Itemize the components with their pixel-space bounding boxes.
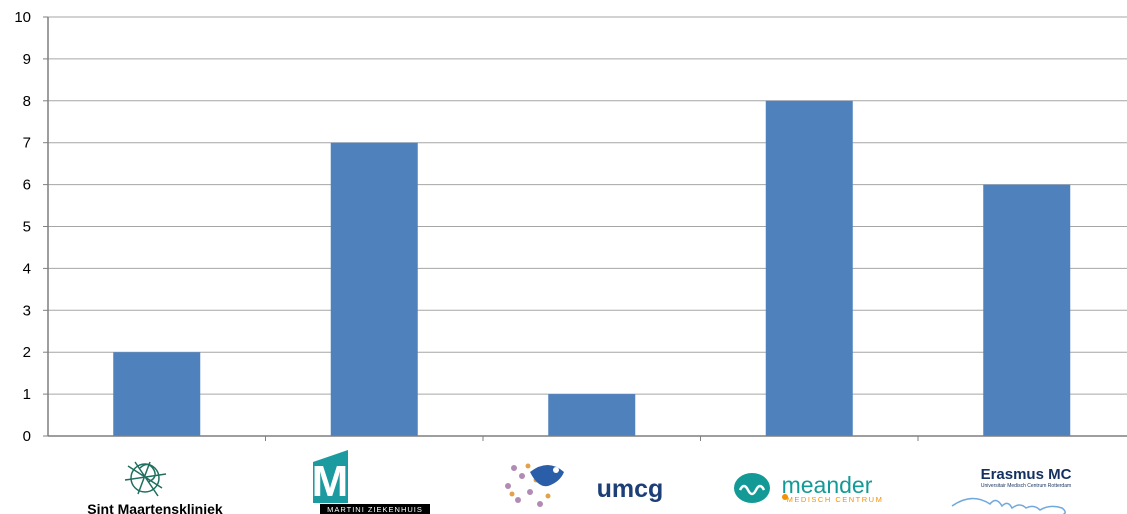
bar-erasmus-mc [983,184,1071,436]
y-axis-ticks: 0 1 2 3 4 5 6 7 8 9 10 [14,9,49,445]
erasmus-mc-logo: Erasmus MC Universitair Medisch Centrum … [951,466,1072,514]
meander-label: meander [782,472,873,498]
y-tick-label: 10 [14,9,31,26]
sint-maartenskliniek-label: Sint Maartenskliniek [87,501,223,514]
sint-maartenskliniek-logo: Sint Maartenskliniek [87,461,223,514]
bars [113,100,1071,437]
y-tick-label: 5 [23,219,31,236]
bar-sint-maartenskliniek [113,352,201,436]
y-tick-label: 1 [23,386,31,403]
y-tick-label: 8 [23,93,31,110]
martini-ziekenhuis-label: MARTINI ZIEKENHUIS [327,505,423,514]
y-tick-label: 6 [23,177,31,194]
y-tick-label: 4 [23,260,31,277]
x-axis-ticks [265,436,919,441]
meander-logo: meander MEDISCH CENTRUM [734,472,884,504]
umcg-label: umcg [597,475,664,503]
bar-martini-ziekenhuis [330,142,418,436]
y-tick-label: 0 [23,428,31,445]
y-tick-label: 7 [23,135,31,152]
y-tick-label: 3 [23,302,31,319]
erasmus-mc-sublabel: Universitair Medisch Centrum Rotterdam [981,483,1071,489]
svg-text:M: M [312,457,349,506]
y-tick-label: 2 [23,344,31,361]
grid-lines [48,16,1127,395]
bar-umcg [548,394,636,436]
meander-sublabel: MEDISCH CENTRUM [787,495,884,504]
erasmus-mc-label: Erasmus MC [981,466,1072,483]
umcg-logo: umcg [505,463,664,507]
martini-ziekenhuis-logo: M MARTINI ZIEKENHUIS [312,450,430,514]
bar-meander [765,100,853,437]
y-tick-label: 9 [23,51,31,68]
